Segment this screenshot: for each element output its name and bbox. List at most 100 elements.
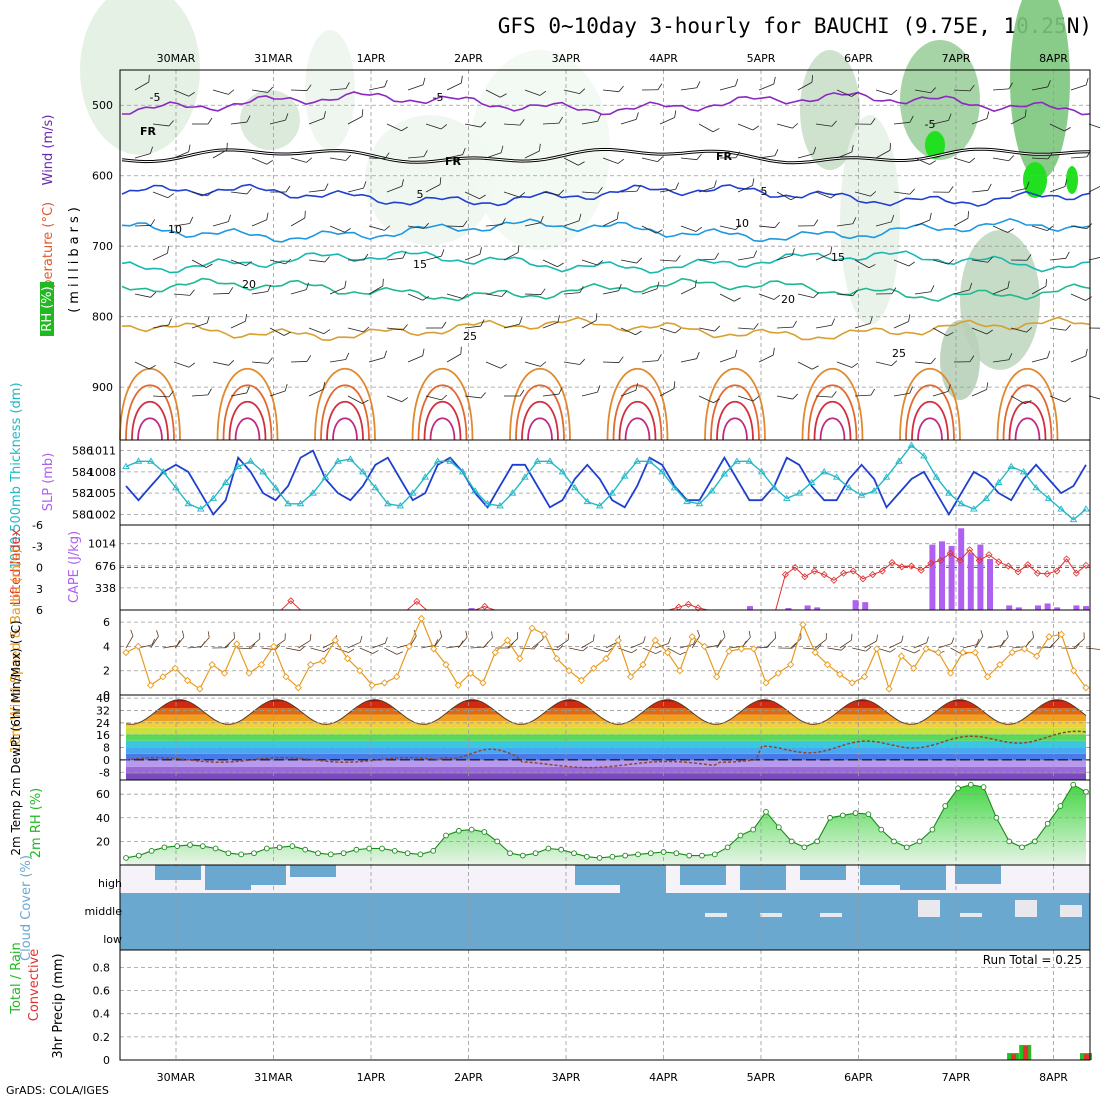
date-label-top-30MAR: 30MAR <box>157 52 196 65</box>
wind-barb-staff <box>1031 157 1048 160</box>
wind-barb-staff <box>212 221 229 227</box>
wind-barb-flag <box>695 226 703 232</box>
cape-bar <box>785 608 792 610</box>
wind-barb <box>992 353 1013 363</box>
freezing-label-1: FR <box>445 155 462 168</box>
wind-barb-staff <box>1070 225 1087 230</box>
wind10-barb-staff <box>224 637 235 649</box>
date-label-bottom-30MAR: 30MAR <box>157 1071 196 1084</box>
rh-point <box>993 814 1000 821</box>
wind10-point <box>836 670 844 678</box>
wind10-barb <box>1024 631 1035 649</box>
diurnal-loop-0-2 <box>131 400 169 441</box>
wind-barb-flag <box>830 246 833 254</box>
li-point <box>869 571 877 579</box>
li-tick-6: 6 <box>36 604 43 617</box>
wind-barb-flag <box>439 177 442 185</box>
rh-point <box>1070 781 1077 788</box>
wind10-barb-staff <box>679 643 694 649</box>
wind-barb-flag <box>519 119 525 126</box>
thickness-point <box>1032 483 1040 491</box>
contour-label-3: 5 <box>417 188 424 201</box>
wind-barb-staff <box>719 356 736 363</box>
wind10-point <box>639 661 647 669</box>
wind-barb-staff <box>581 320 597 329</box>
cape-bar <box>987 559 993 610</box>
wind-barb <box>347 395 369 404</box>
rh-point <box>942 803 949 809</box>
wind10-barb <box>999 630 1009 649</box>
wind-barb <box>542 387 563 397</box>
wind-barb-flag <box>674 328 682 334</box>
wind10-barb-staff <box>962 644 977 649</box>
wind10-barb-staff <box>519 647 534 650</box>
wind-barb-staff <box>1070 355 1086 363</box>
wind-barb <box>446 147 466 159</box>
wind10-point <box>196 685 204 693</box>
wind-barb <box>368 79 388 91</box>
wind-barb-staff <box>971 327 987 335</box>
wind-barb-staff <box>290 89 308 91</box>
wind-barb <box>953 211 969 227</box>
wind-barb-flag <box>441 321 447 329</box>
wind-barb <box>251 157 273 165</box>
wind-barb <box>407 293 429 301</box>
wind-barb-flag <box>168 390 174 398</box>
wind-barb <box>854 259 876 269</box>
wind-barb-flag <box>462 293 469 299</box>
wind-barb-staff <box>914 157 930 165</box>
wind-barb-flag <box>578 213 582 221</box>
wind-barb-flag <box>656 229 663 234</box>
rh-point <box>1083 788 1089 795</box>
pressure-tick-700: 700 <box>92 240 113 253</box>
wind10-barb-flag <box>459 640 464 647</box>
wind10-tick-2: 2 <box>103 665 110 678</box>
wind-barb <box>329 82 350 91</box>
diurnal-loop-3-3 <box>429 417 456 441</box>
contour-label-4: 5 <box>761 185 768 198</box>
wind-barb-flag <box>423 222 429 229</box>
wind-barb-flag <box>323 329 331 335</box>
wind-barb-flag <box>868 264 876 269</box>
wind10-point <box>823 661 832 669</box>
wind-barb-flag <box>1085 348 1088 357</box>
wind10-point <box>442 661 450 669</box>
rh-point <box>379 845 385 852</box>
wind-barb-staff <box>134 293 151 298</box>
cloud-high-9 <box>860 865 906 885</box>
wind-barb-flag <box>382 278 384 287</box>
wind-barb <box>836 361 859 368</box>
wind-barb <box>620 257 643 264</box>
wind-barb-flag <box>734 349 738 357</box>
wind-barb <box>680 279 697 295</box>
li-point <box>975 556 983 564</box>
wind10-point <box>393 673 401 681</box>
wind-barb-flag <box>946 332 954 337</box>
wind-barb-staff <box>1088 184 1100 193</box>
thickness-point <box>845 483 853 491</box>
li-point <box>1053 567 1061 575</box>
rh-shade-0 <box>80 0 200 155</box>
wind-barb-staff <box>524 150 540 159</box>
wind-barb <box>308 111 326 125</box>
rh-point <box>238 851 245 858</box>
wind-barb <box>1049 123 1071 132</box>
wind10-barb-flag <box>130 629 134 637</box>
wind-barb-flag <box>813 146 817 154</box>
wind-barb <box>698 123 720 133</box>
temp-contour-20 <box>121 277 1091 302</box>
wind-barb-staff <box>1031 357 1048 363</box>
wind10-point <box>159 673 167 681</box>
thickness-point <box>321 473 330 480</box>
li-point <box>481 602 489 611</box>
wind-barb-staff <box>347 327 364 333</box>
wind-barb <box>602 211 619 227</box>
wind-barb-flag <box>150 219 156 226</box>
wind-barb <box>1088 327 1100 329</box>
wind10-point <box>454 681 462 689</box>
wind10-barb-flag <box>396 651 403 655</box>
cape-bar <box>1044 603 1051 610</box>
slp-tick-1002: 1002 <box>88 508 116 521</box>
wind10-barb-staff <box>187 646 202 649</box>
rh-point <box>686 852 693 859</box>
